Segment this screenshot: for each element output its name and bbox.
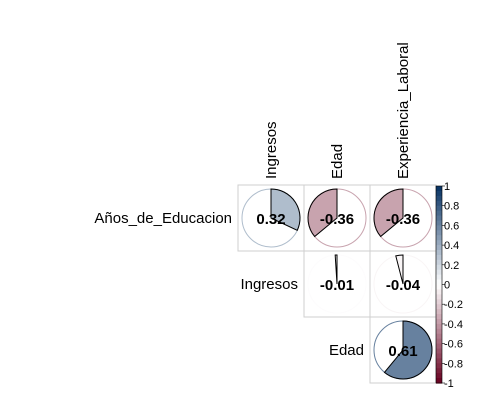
column-label: Edad — [329, 144, 346, 179]
legend-tick-label: -0.4 — [444, 319, 463, 331]
legend-color-step — [436, 304, 442, 310]
legend-color-step — [436, 186, 442, 192]
legend-color-step — [436, 259, 442, 266]
correlation-value: -0.04 — [386, 277, 421, 294]
legend-color-step — [436, 299, 442, 305]
legend-color-step — [436, 348, 442, 355]
legend-tick-label: -1 — [444, 378, 454, 390]
legend-tick-label: -0.8 — [444, 358, 463, 370]
correlation-value: 0.32 — [256, 211, 285, 228]
legend-color-step — [436, 230, 442, 236]
legend-color-step — [436, 195, 442, 202]
legend-color-step — [436, 363, 442, 369]
legend-color-step — [436, 333, 442, 340]
legend-tick-label: 0.4 — [444, 240, 459, 252]
legend-color-step — [436, 245, 442, 251]
legend-color-step — [436, 190, 442, 197]
legend-color-step — [436, 200, 442, 207]
legend-tick-label: 0.8 — [444, 201, 459, 213]
row-labels: Años_de_Educacion Ingresos Edad — [94, 210, 364, 359]
legend-color-step — [436, 318, 442, 325]
legend-color-step — [436, 269, 442, 276]
correlation-value: -0.01 — [320, 277, 354, 294]
pie-slice — [383, 320, 433, 380]
legend-tick-label: 0.6 — [444, 220, 459, 232]
legend-color-step — [436, 254, 442, 261]
legend-color-step — [436, 343, 442, 350]
pie-slice — [307, 188, 338, 238]
legend-tick-label: 1 — [444, 181, 450, 193]
legend-color-step — [436, 250, 442, 256]
legend-color-step — [436, 294, 442, 300]
column-label: Ingresos — [263, 121, 280, 179]
value-labels: 0.32 -0.36 -0.36 -0.01 -0.04 0.61 — [256, 211, 420, 360]
legend-color-step — [436, 373, 442, 379]
legend-tick-label: -0.6 — [444, 339, 463, 351]
legend-color-step — [436, 338, 442, 345]
correlation-value: -0.36 — [320, 211, 354, 228]
row-label: Años_de_Educacion — [94, 210, 232, 227]
pie-slice — [270, 188, 301, 232]
legend-tick-label: 0 — [444, 280, 450, 292]
legend-color-step — [436, 309, 442, 315]
pie-slice — [395, 254, 404, 285]
column-label: Experiencia_Laboral — [395, 42, 412, 179]
pie-slice — [334, 254, 338, 285]
column-labels: Ingresos Edad Experiencia_Laboral — [263, 42, 412, 179]
legend-color-step — [436, 210, 442, 217]
legend-color-step — [436, 358, 442, 364]
legend-color-step — [436, 279, 442, 286]
legend-color-step — [436, 314, 442, 320]
row-label: Edad — [329, 342, 364, 359]
legend-color-step — [436, 368, 442, 374]
legend-tick-label: 0.2 — [444, 260, 459, 272]
legend-color-step — [436, 328, 442, 335]
legend-color-step — [436, 323, 442, 330]
legend-color-step — [436, 284, 442, 291]
color-legend: 1 0.8 0.6 0.4 0.2 0 -0.2 -0.4 -0.6 -0.8 -1 — [435, 181, 463, 390]
legend-color-step — [436, 264, 442, 271]
pie-cells — [241, 188, 433, 380]
legend-color-step — [436, 235, 442, 241]
correlation-value: -0.36 — [386, 211, 420, 228]
legend-color-step — [436, 240, 442, 246]
legend-color-step — [436, 353, 442, 359]
correlation-value: 0.61 — [388, 343, 417, 360]
legend-color-step — [436, 205, 442, 212]
legend-color-step — [436, 378, 442, 384]
legend-tick-label: -0.2 — [444, 299, 463, 311]
legend-color-step — [436, 215, 442, 222]
legend-color-step — [436, 274, 442, 281]
legend-color-step — [436, 289, 442, 295]
legend-color-step — [436, 220, 442, 226]
row-label: Ingresos — [240, 276, 298, 293]
legend-color-step — [436, 225, 442, 231]
pie-slice — [373, 188, 404, 238]
